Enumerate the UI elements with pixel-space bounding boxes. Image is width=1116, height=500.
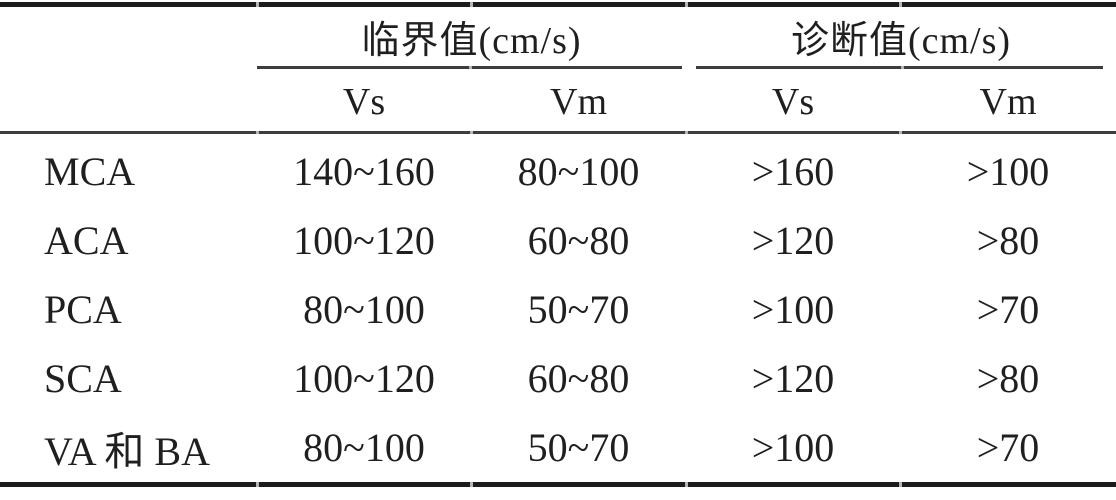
cell-va-ba-critical-vm: 50~70 [527, 425, 630, 470]
table-top-rule [0, 2, 1116, 7]
cell-pca-diagnostic-vm: >70 [976, 287, 1040, 332]
subheader-diagnostic-vm: Vm [979, 80, 1037, 123]
cell-mca-critical-vm: 80~100 [517, 149, 640, 194]
diagnostic-group-underline-rule [696, 66, 1103, 69]
row-label-mca: MCA [44, 149, 136, 194]
cell-pca-diagnostic-vs: >100 [751, 287, 835, 332]
row-label-pca: PCA [44, 287, 122, 332]
cell-va-ba-diagnostic-vs: >100 [751, 425, 835, 470]
cell-mca-diagnostic-vs: >160 [751, 149, 835, 194]
cerebral-artery-velocity-table: 临界值(cm/s) 诊断值(cm/s) Vs Vm Vs Vm MCA 140~… [0, 7, 1116, 482]
subheader-critical-vm: Vm [550, 80, 607, 123]
critical-group-underline-rule [257, 66, 682, 69]
row-label-aca: ACA [44, 218, 129, 263]
cell-aca-critical-vs: 100~120 [293, 218, 435, 263]
cell-aca-critical-vm: 60~80 [527, 218, 630, 263]
cell-va-ba-diagnostic-vm: >70 [976, 425, 1040, 470]
cell-aca-diagnostic-vs: >120 [751, 218, 835, 263]
cell-sca-diagnostic-vs: >120 [751, 356, 835, 401]
subheader-diagnostic-vs: Vs [771, 80, 815, 123]
cell-mca-diagnostic-vm: >100 [966, 149, 1050, 194]
cell-mca-critical-vs: 140~160 [293, 149, 435, 194]
cell-sca-critical-vm: 60~80 [527, 356, 630, 401]
cell-sca-diagnostic-vm: >80 [976, 356, 1040, 401]
column-group-critical-label: 临界值(cm/s) [361, 20, 582, 62]
cell-va-ba-critical-vs: 80~100 [303, 425, 425, 470]
empty-corner-cell-top [0, 7, 257, 66]
cell-aca-diagnostic-vm: >80 [976, 218, 1040, 263]
row-label-va-ba: VA 和 BA [44, 428, 210, 474]
cell-sca-critical-vs: 100~120 [293, 356, 435, 401]
subheader-critical-vs: Vs [342, 80, 386, 123]
column-group-diagnostic-header: 诊断值(cm/s) [686, 7, 1116, 66]
cell-pca-critical-vs: 80~100 [303, 287, 425, 332]
table-bottom-rule [0, 482, 1116, 487]
header-divider-rule [0, 131, 1116, 134]
cell-pca-critical-vm: 50~70 [527, 287, 630, 332]
row-label-sca: SCA [44, 356, 122, 401]
empty-corner-cell-sub [0, 66, 257, 137]
column-group-diagnostic-label: 诊断值(cm/s) [790, 20, 1012, 62]
column-group-critical-header: 临界值(cm/s) [257, 7, 686, 66]
